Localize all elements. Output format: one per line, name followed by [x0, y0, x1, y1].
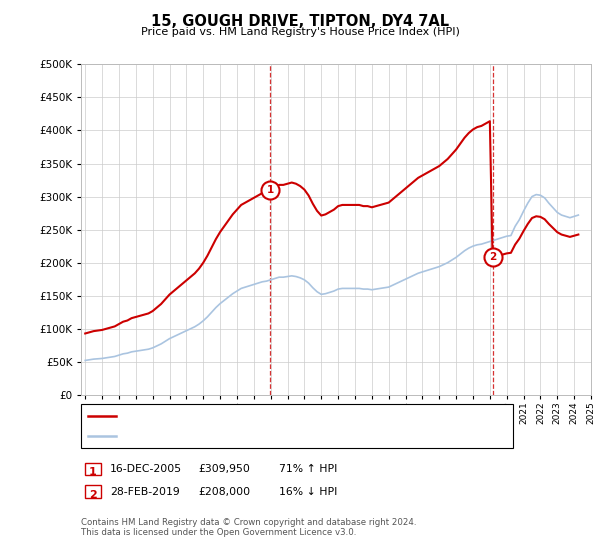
- Text: £208,000: £208,000: [198, 487, 250, 497]
- Text: 28-FEB-2019: 28-FEB-2019: [110, 487, 179, 497]
- Text: 2: 2: [89, 490, 97, 500]
- Text: £309,950: £309,950: [198, 464, 250, 474]
- Text: 1: 1: [89, 467, 97, 477]
- Text: 2: 2: [489, 253, 496, 262]
- Text: 15, GOUGH DRIVE, TIPTON, DY4 7AL: 15, GOUGH DRIVE, TIPTON, DY4 7AL: [151, 14, 449, 29]
- Text: 15, GOUGH DRIVE, TIPTON, DY4 7AL (detached house): 15, GOUGH DRIVE, TIPTON, DY4 7AL (detach…: [122, 411, 394, 421]
- Text: 16-DEC-2005: 16-DEC-2005: [110, 464, 182, 474]
- Text: 1: 1: [266, 185, 274, 195]
- Text: 71% ↑ HPI: 71% ↑ HPI: [279, 464, 337, 474]
- Text: Contains HM Land Registry data © Crown copyright and database right 2024.
This d: Contains HM Land Registry data © Crown c…: [81, 518, 416, 538]
- Text: 16% ↓ HPI: 16% ↓ HPI: [279, 487, 337, 497]
- Text: Price paid vs. HM Land Registry's House Price Index (HPI): Price paid vs. HM Land Registry's House …: [140, 27, 460, 37]
- Text: HPI: Average price, detached house, Sandwell: HPI: Average price, detached house, Sand…: [122, 431, 352, 441]
